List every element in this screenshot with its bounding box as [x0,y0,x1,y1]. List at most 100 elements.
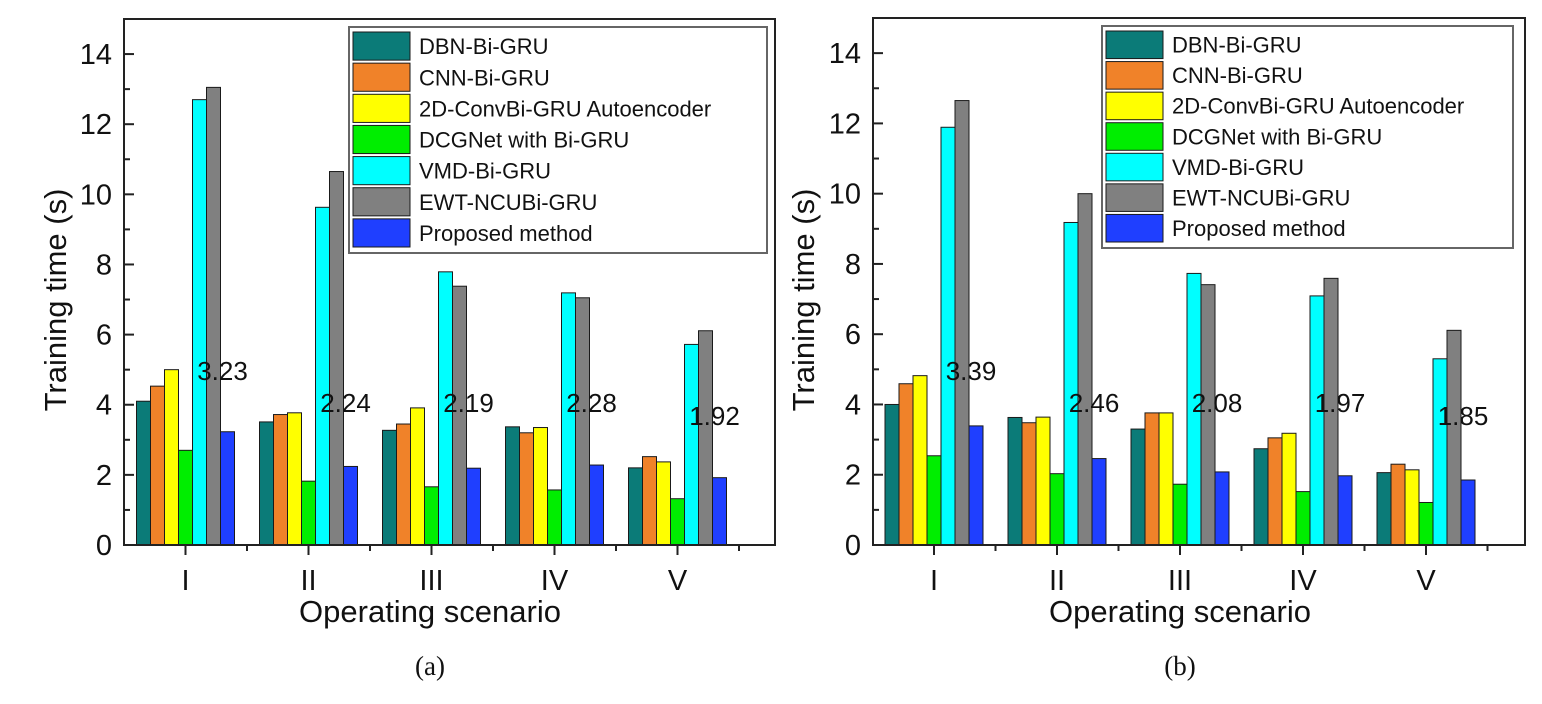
panel-b-legend-swatch [1105,213,1164,243]
panel-a-bar-ii-ewt-ncubi-gru [329,171,344,546]
panel-a-bar-ii-proposed-method [343,465,358,546]
panel-b-bar-ii-proposed-method [1091,458,1107,546]
panel-a-y-tick-label: 8 [96,249,112,281]
panel-b-bar-ii-dbn-bi-gru [1007,416,1023,546]
panel-b-bar-iv-dbn-bi-gru [1253,448,1269,546]
panel-b-y-axis-title: Training time (s) [786,189,821,412]
panel-b-bar-ii-ewt-ncubi-gru [1077,193,1093,546]
panel-a-x-axis-title: Operating scenario [299,594,561,629]
panel-a-bar-iv-dbn-bi-gru [505,426,520,546]
panel-b-bar-i-ewt-ncubi-gru [954,100,970,546]
panel-a-y-axis-title: Training time (s) [38,189,73,412]
panel-b-legend-label: DBN-Bi-GRU [1172,33,1302,58]
panel-a-bar-ii-dcgnet-with-bi-gru [301,480,316,546]
panel-a-legend-swatch [352,93,411,123]
panel-b-bar-v-vmd-bi-gru [1432,358,1448,546]
panel-a-bar-iii-proposed-method [466,467,481,546]
panel-b-bar-v-ewt-ncubi-gru [1446,329,1462,546]
panel-a-bar-iv-dcgnet-with-bi-gru [547,489,562,546]
panel-a-bar-v-cnn-bi-gru [642,456,657,546]
panel-a-bar-v-dcgnet-with-bi-gru [670,498,685,546]
panel-a-legend-label: 2D-ConvBi-GRU Autoencoder [419,96,711,121]
panel-a-data-label: 3.23 [197,356,248,386]
panel-a-x-tick-label: V [668,565,688,597]
panel-a-y-tick-label: 6 [96,320,112,352]
panel-b-data-label: 1.97 [1315,388,1366,418]
panel-b-legend-box [1101,25,1514,249]
panel-a-legend-swatch [352,31,411,61]
panel-b-bar-iv-dcgnet-with-bi-gru [1295,491,1311,546]
panel-b-bar-iv-cnn-bi-gru [1267,437,1283,546]
panel-b-y-tick-label: 10 [829,179,861,211]
panel-b-data-label: 2.08 [1192,388,1243,418]
panel-b-legend-label: DCGNet with Bi-GRU [1172,124,1382,149]
panel-b-bar-iii-dcgnet-with-bi-gru [1172,483,1188,546]
panel-a-bar-iv-proposed-method [589,464,604,546]
panel-b-legend-label: VMD-Bi-GRU [1172,155,1304,180]
panel-b-bar-iv-2d-convbi-gru-autoencoder [1281,432,1297,546]
panel-a-y-tick-label: 12 [80,109,112,141]
panel-b-y-tick-label: 14 [829,38,861,70]
panel-b-bar-ii-vmd-bi-gru [1063,221,1079,546]
panel-a-data-label: 2.24 [320,388,371,418]
panel-a-legend-swatch [352,156,411,186]
panel-a-bar-iv-vmd-bi-gru [561,292,576,546]
panel-a-chart: Training time (s) Operating scenario (a)… [38,18,776,681]
panel-b-bar-v-2d-convbi-gru-autoencoder [1404,469,1420,546]
panel-a-legend-label: Proposed method [419,221,593,246]
panel-a-y-tick-label: 14 [80,39,112,71]
panel-a-bar-ii-2d-convbi-gru-autoencoder [287,412,302,546]
panel-a-plot-frame [123,18,776,546]
panel-a-bar-v-dbn-bi-gru [628,467,643,546]
panel-b-bar-i-cnn-bi-gru [898,383,914,546]
panel-a-bar-v-proposed-method [712,477,727,546]
panel-b-chart: Training time (s) Operating scenario (b)… [786,17,1526,681]
panel-b-data-label: 1.85 [1438,401,1489,431]
panel-a-bar-i-dcgnet-with-bi-gru [178,449,193,546]
panel-b-y-tick-label: 12 [829,108,861,140]
panel-b-bar-iii-2d-convbi-gru-autoencoder [1158,412,1174,546]
panel-b-y-tick-label: 4 [845,389,861,421]
panel-b-legend-swatch [1105,152,1164,182]
panel-a-bar-iv-ewt-ncubi-gru [575,297,590,546]
panel-b-x-tick-label: II [1049,565,1065,597]
panel-a-bar-i-ewt-ncubi-gru [206,86,221,546]
panel-b-data-label: 2.46 [1069,388,1120,418]
panel-b-legend-swatch [1105,183,1164,212]
panel-b-bar-ii-cnn-bi-gru [1021,422,1037,546]
panel-b-bar-iii-cnn-bi-gru [1144,412,1160,546]
panel-b-bar-v-cnn-bi-gru [1390,463,1406,546]
panel-a-bar-i-cnn-bi-gru [150,385,165,546]
panel-b-legend-swatch [1105,122,1164,151]
panel-b-y-tick-label: 8 [845,249,861,281]
panel-a-legend-swatch [352,187,411,217]
panel-a-bar-i-dbn-bi-gru [136,400,151,546]
panel-a-y-tick-label: 10 [80,179,112,211]
panel-a-legend-label: CNN-Bi-GRU [419,65,550,90]
panel-a-bar-i-proposed-method [220,431,235,546]
panel-b-bar-iii-dbn-bi-gru [1130,428,1146,546]
panel-a-bar-ii-dbn-bi-gru [259,421,274,546]
panel-a-bar-i-2d-convbi-gru-autoencoder [164,369,179,546]
panel-a-bar-ii-cnn-bi-gru [273,414,288,546]
panel-a-y-tick-label: 0 [96,530,112,562]
panel-b-bar-i-vmd-bi-gru [940,126,956,546]
panel-a-y-tick-label: 2 [96,460,112,492]
panel-b-caption: (b) [1164,651,1195,681]
panel-b-bar-v-proposed-method [1460,479,1476,546]
panel-b-legend-label: CNN-Bi-GRU [1172,63,1303,88]
panel-a-bar-v-2d-convbi-gru-autoencoder [656,461,671,546]
panel-b-x-axis-title: Operating scenario [1049,594,1311,629]
panel-a-bar-iii-dbn-bi-gru [382,429,397,546]
panel-b-x-tick-label: IV [1289,565,1317,597]
panel-a-bar-ii-vmd-bi-gru [315,206,330,546]
panel-b-bar-v-dcgnet-with-bi-gru [1418,501,1434,546]
panel-b-bar-v-dbn-bi-gru [1376,472,1392,546]
panel-b-bar-ii-dcgnet-with-bi-gru [1049,473,1065,546]
panel-b-bar-i-2d-convbi-gru-autoencoder [912,375,928,546]
panel-b-bar-iv-proposed-method [1337,475,1353,546]
panel-a-bar-v-ewt-ncubi-gru [698,330,713,546]
panel-a-bar-iv-cnn-bi-gru [519,432,534,546]
panel-a-bar-v-vmd-bi-gru [684,343,699,546]
